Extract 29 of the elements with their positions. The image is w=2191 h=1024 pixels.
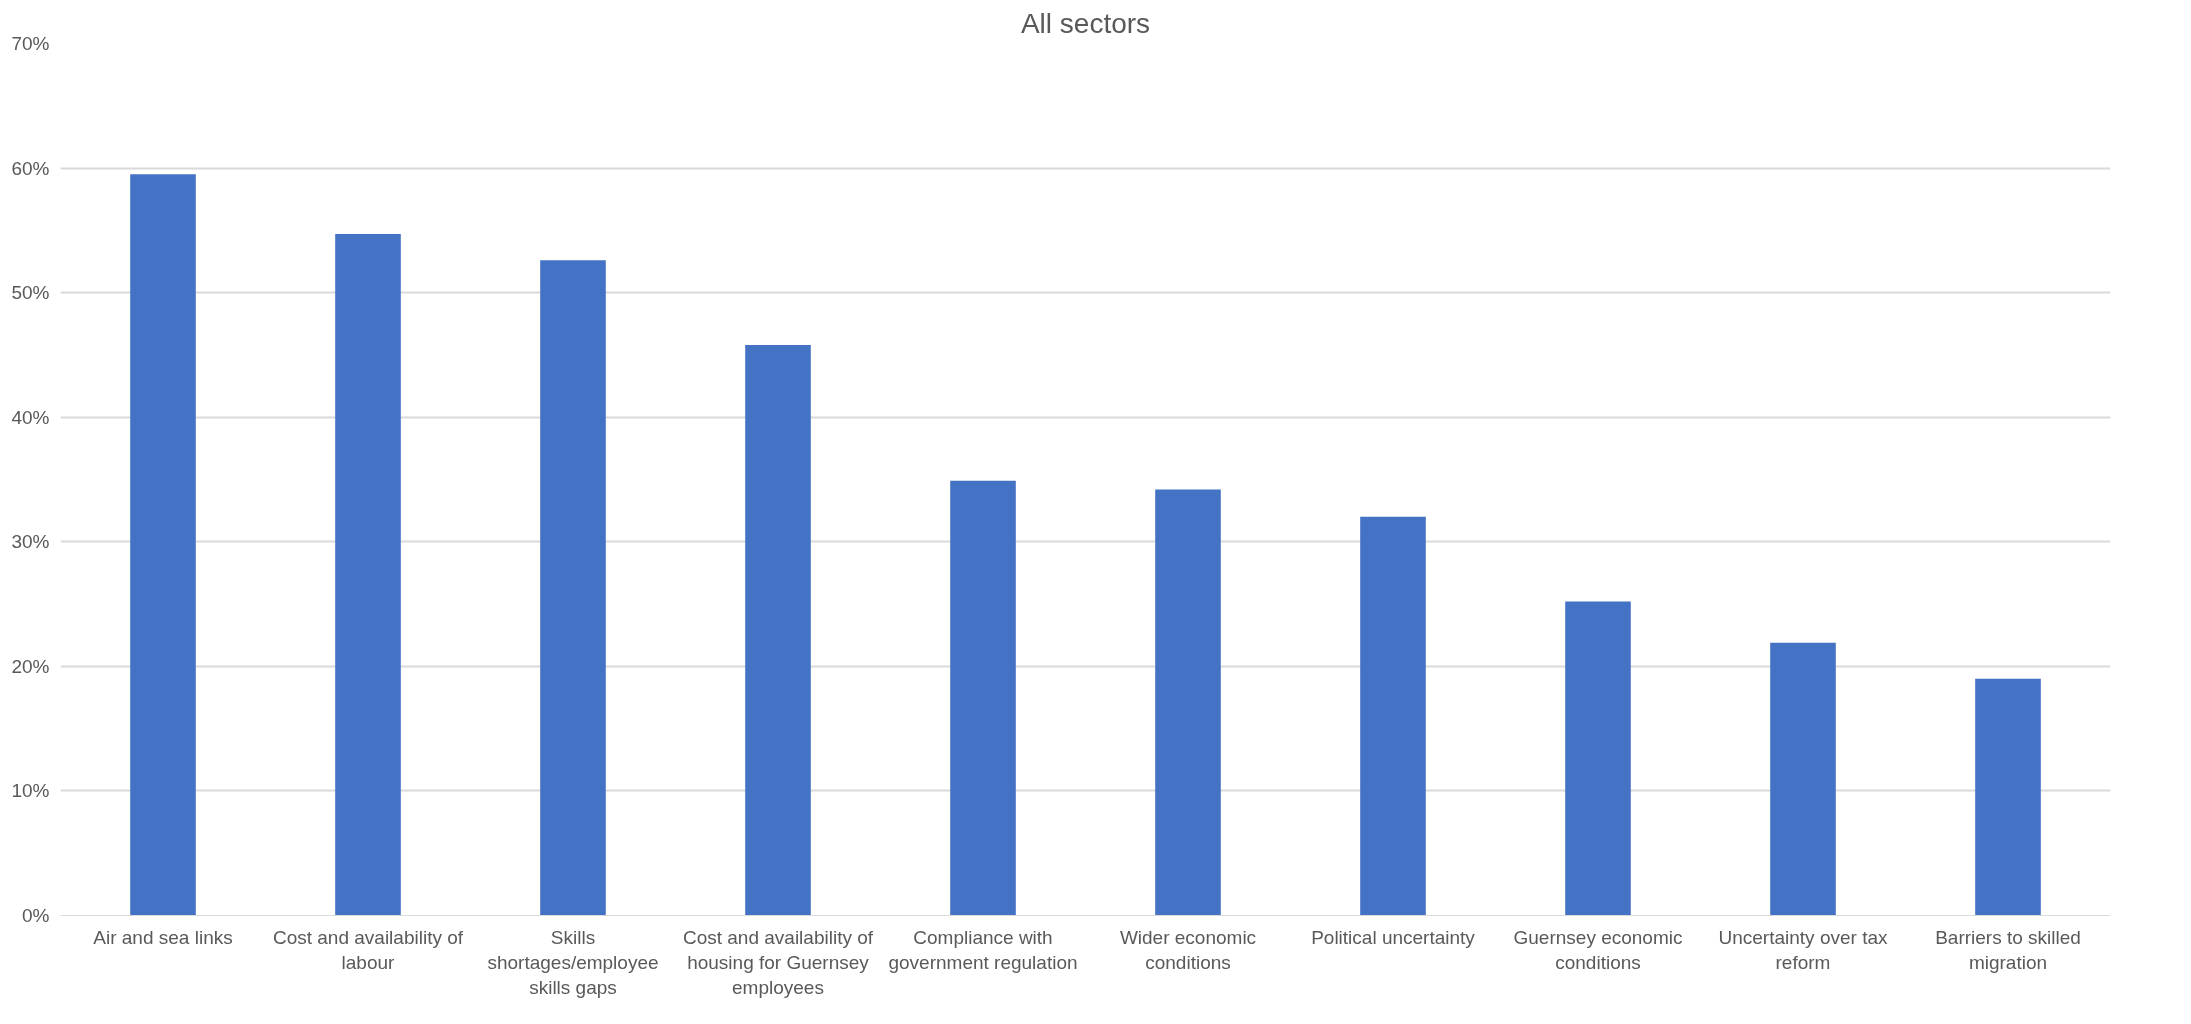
bar [130, 174, 196, 916]
y-tick-label: 10% [11, 780, 50, 802]
bar [1975, 678, 2041, 916]
y-tick-label: 40% [11, 406, 50, 428]
y-tick-label: 70% [11, 33, 50, 54]
bar [335, 234, 401, 916]
x-tick-label: Uncertainty over tax reform [1718, 926, 1888, 973]
x-tick-label: Compliance with government regulation [888, 926, 1078, 973]
y-tick-label: 0% [22, 905, 50, 926]
bar [540, 260, 606, 916]
x-tick-label: Skills shortages/employee skills gaps [487, 926, 659, 998]
x-tick-label: Political uncertainty [1311, 926, 1476, 948]
y-tick-label: 60% [11, 157, 50, 179]
y-tick-label: 20% [11, 655, 50, 677]
x-tick-label: Air and sea links [93, 926, 233, 948]
bar [1565, 601, 1631, 916]
y-tick-label: 50% [11, 282, 50, 304]
x-tick-label: Wider economic conditions [1119, 926, 1257, 973]
bar [745, 344, 811, 916]
chart-title: All sectors [1020, 7, 1151, 39]
x-tick-label: Cost and availability of labour [272, 926, 464, 973]
bar [950, 480, 1016, 916]
x-tick-label: Barriers to skilled migration [1935, 926, 2081, 973]
bar [1360, 516, 1426, 916]
y-tick-label: 30% [11, 531, 50, 553]
x-tick-label: Guernsey economic conditions [1513, 926, 1683, 973]
bar [1155, 489, 1221, 916]
x-tick-label: Cost and availability of housing for Guernsey employees [682, 926, 874, 998]
bar [1770, 642, 1836, 916]
